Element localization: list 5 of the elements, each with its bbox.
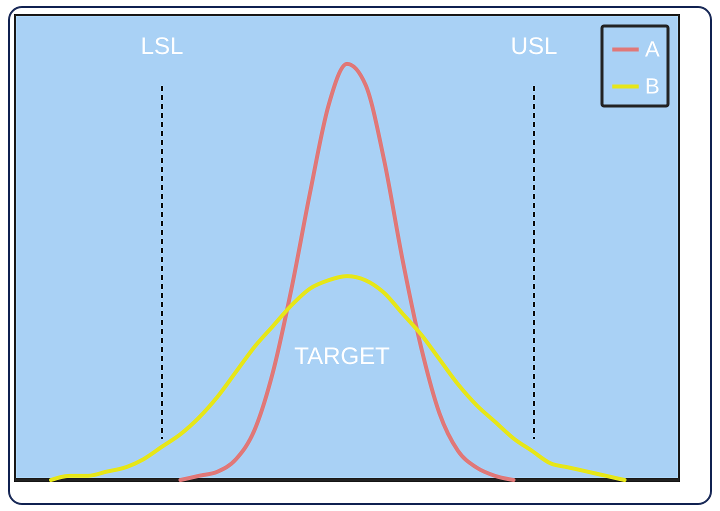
legend-label: A: [645, 36, 660, 62]
text: LSL: [140, 33, 184, 60]
text: USL: [510, 33, 558, 60]
legend-label: B: [645, 74, 660, 98]
annotation: TARGET: [294, 343, 390, 370]
